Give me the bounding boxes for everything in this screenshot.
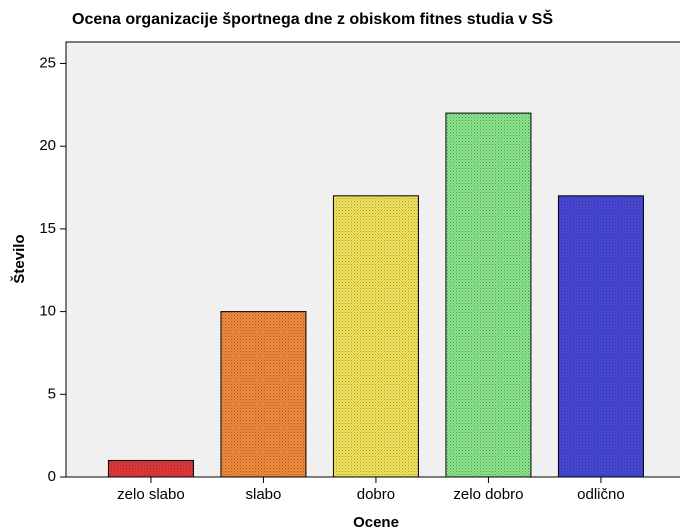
chart-title: Ocena organizacije športnega dne z obisk… xyxy=(72,9,553,28)
bar-texture xyxy=(558,195,644,477)
x-tick-label: odlično xyxy=(577,486,625,503)
y-tick-label: 15 xyxy=(39,220,56,237)
y-tick-label: 20 xyxy=(39,137,56,154)
y-tick-label: 0 xyxy=(48,468,56,485)
bar-texture xyxy=(220,311,306,477)
x-tick-label: zelo dobro xyxy=(453,486,523,503)
bar-texture xyxy=(445,113,531,477)
x-tick-label: dobro xyxy=(357,486,395,503)
bar-texture xyxy=(333,195,419,477)
y-tick-label: 10 xyxy=(39,303,56,320)
x-tick-label: slabo xyxy=(246,486,282,503)
x-tick-label: zelo slabo xyxy=(117,486,185,503)
y-tick-label: 25 xyxy=(39,54,56,71)
bar-texture xyxy=(108,460,194,477)
y-axis-label: Število xyxy=(10,234,28,283)
x-axis-label: Ocene xyxy=(353,514,399,530)
y-tick-label: 5 xyxy=(48,385,56,402)
